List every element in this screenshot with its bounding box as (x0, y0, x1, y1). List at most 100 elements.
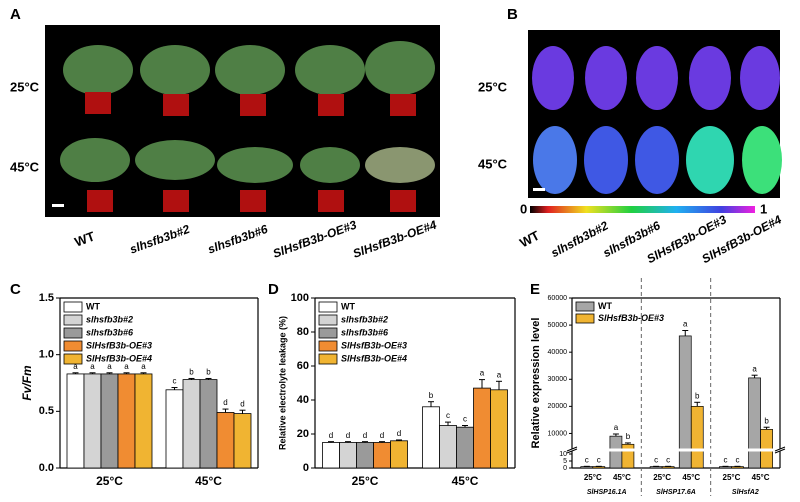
plant-row-25 (63, 41, 435, 95)
genotype-label: SlHsfB3b-OE#4 (351, 217, 439, 260)
significance-letter: c (446, 411, 450, 420)
colorbar-min: 0 (520, 201, 527, 216)
y-tick-label: 10000 (548, 430, 568, 437)
significance-letter: d (223, 398, 227, 407)
bar (621, 443, 635, 469)
y-tick-label: 10 (559, 451, 567, 458)
y-tick-label: 20000 (548, 403, 568, 410)
legend-label: WT (341, 301, 355, 311)
bar (117, 373, 136, 469)
y-tick-label: 0 (563, 465, 567, 472)
panel-label: E (530, 281, 540, 298)
genotype-label: slhsfb3b#2 (549, 218, 611, 260)
bar (422, 406, 440, 469)
legend-swatch (318, 301, 338, 313)
y-tick-label: 60 (297, 360, 309, 372)
y-tick-label: 40 (297, 394, 309, 406)
significance-letter: c (723, 455, 727, 464)
axis-break (566, 448, 786, 452)
bar (199, 379, 218, 469)
legend-label: slhsfb3b#6 (86, 327, 134, 337)
legend-swatch (575, 313, 595, 324)
axis-break-mark (774, 446, 786, 452)
bar (83, 373, 102, 469)
genotype-label: WT (73, 228, 97, 249)
x-tick-label: 25°C (584, 473, 602, 482)
panel-label: C (10, 281, 21, 298)
axis-break-mark (566, 446, 578, 452)
significance-letter: a (480, 369, 485, 378)
x-tick-label: 45°C (752, 473, 770, 482)
bar (473, 387, 491, 469)
y-tick-label: 20 (297, 428, 309, 440)
scale-bar (533, 188, 545, 191)
legend-swatch (63, 340, 83, 352)
legend-label: slhsfb3b#6 (341, 327, 389, 337)
bar (100, 373, 119, 469)
bar (748, 377, 761, 469)
bar (356, 442, 374, 469)
axis-break-mark (774, 448, 786, 454)
genotype-label: WT (517, 228, 542, 251)
x-tick-label: 45°C (682, 473, 700, 482)
significance-letter: a (73, 362, 78, 371)
legend-label: slhsfb3b#2 (86, 314, 133, 324)
bar (66, 373, 85, 469)
y-tick-label: 0 (303, 462, 309, 474)
legend-swatch (318, 327, 338, 339)
row-label: 25°C (10, 79, 40, 94)
bar (439, 425, 457, 469)
significance-letter: b (764, 416, 769, 425)
x-tick-label: 45°C (195, 474, 222, 488)
significance-letter: d (363, 431, 367, 440)
group-label: SlHSP17.6A (656, 489, 696, 496)
y-tick-label: 0.0 (39, 462, 54, 474)
bar (182, 379, 201, 469)
significance-letter: a (614, 423, 619, 432)
y-tick-label: 40000 (548, 349, 568, 356)
legend-label: SlHsfB3b-OE#3 (598, 313, 664, 323)
significance-letter: a (124, 362, 129, 371)
x-tick-label: 25°C (653, 473, 671, 482)
scale-bar (52, 204, 64, 207)
bar (322, 442, 340, 469)
significance-letter: c (597, 455, 601, 464)
legend-label: SlHsfB3b-OE#4 (341, 353, 407, 363)
y-tick-label: 80 (297, 326, 309, 338)
row-label: 45°C (10, 159, 40, 174)
y-tick-label: 1.5 (39, 292, 54, 304)
colorbar (530, 206, 755, 213)
y-axis-label: Relative expression level (530, 318, 542, 449)
legend-swatch (318, 314, 338, 326)
genotype-label: SlHsfB3b-OE#3 (271, 217, 359, 260)
bar (609, 435, 623, 469)
bar (233, 413, 252, 469)
significance-letter: b (429, 391, 434, 400)
legend-swatch (318, 353, 338, 365)
bar (216, 412, 235, 469)
legend-swatch (63, 314, 83, 326)
colorbar-max: 1 (760, 201, 767, 216)
significance-letter: c (173, 377, 177, 386)
significance-letter: c (585, 455, 589, 464)
significance-letter: c (654, 455, 658, 464)
legend-label: WT (86, 301, 100, 311)
legend-label: slhsfb3b#2 (341, 314, 388, 324)
bar (390, 440, 408, 469)
legend-swatch (575, 301, 595, 312)
significance-letter: d (329, 431, 333, 440)
legend-swatch (63, 327, 83, 339)
significance-letter: a (497, 370, 502, 379)
significance-letter: b (695, 391, 700, 400)
y-tick-label: 0.5 (39, 405, 54, 417)
y-tick-label: 1.0 (39, 349, 54, 361)
significance-letter: a (107, 362, 112, 371)
legend-swatch (63, 353, 83, 365)
plant-row-45 (60, 138, 435, 183)
panel-label: A (10, 6, 21, 23)
significance-letter: a (752, 364, 757, 373)
pots (85, 92, 416, 212)
panel-label: B (507, 6, 518, 23)
y-tick-label: 100 (291, 292, 309, 304)
